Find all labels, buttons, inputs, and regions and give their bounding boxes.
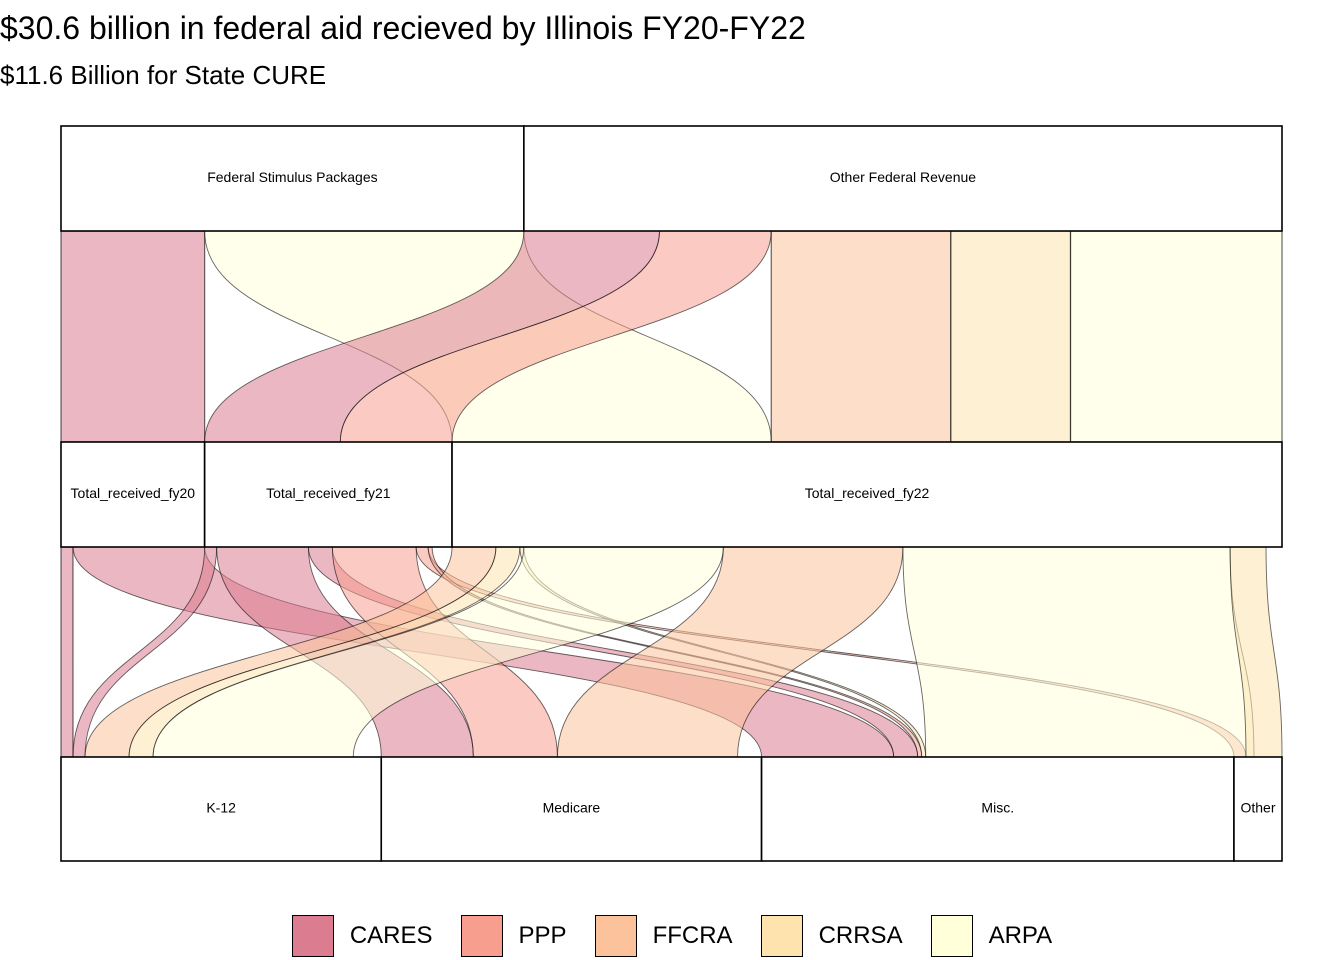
upper-flow-other_rev-fy22-arpa — [1069, 230, 1283, 443]
nodes-layer: Federal Stimulus Packages Other Federal R… — [60, 125, 1283, 862]
node-label-misc: Misc. — [981, 800, 1014, 816]
lower-flow-fy22-misc-arpa — [902, 546, 1255, 758]
legend-swatch-crrsa — [760, 915, 803, 957]
node-k12 — [60, 756, 383, 862]
node-label-k12: K-12 — [206, 800, 236, 816]
legend-item-arpa: ARPA — [930, 915, 1053, 957]
upper-flow-other_rev-fy22-ffcra — [770, 230, 952, 443]
legend-item-ppp: PPP — [460, 915, 567, 957]
legend-swatch-cares — [291, 915, 334, 957]
node-misc — [760, 756, 1235, 862]
node-label-fy22: Total_received_fy22 — [805, 485, 930, 501]
node-label-other_rev: Other Federal Revenue — [830, 169, 977, 185]
node-medicare — [380, 756, 763, 862]
flows-layer — [60, 230, 1283, 758]
chart-subtitle: $11.6 Billion for State CURE — [0, 60, 327, 90]
upper-flow-stim-fy20-cares — [60, 230, 206, 443]
lower-flow-fy20-k12-cares — [60, 546, 74, 758]
legend-label-cares: CARES — [349, 922, 433, 949]
node-stim — [60, 125, 525, 232]
node-fy22 — [451, 441, 1283, 548]
legend-swatch-ppp — [460, 915, 503, 957]
legend-swatch-ffcra — [594, 915, 637, 957]
legend-item-crrsa: CRRSA — [760, 915, 903, 957]
node-other_rev — [523, 125, 1283, 232]
alluvial-plot: Federal Stimulus Packages Other Federal R… — [60, 125, 1283, 862]
legend-item-ffcra: FFCRA — [594, 915, 733, 957]
legend: CARES PPP FFCRA CRRSA ARPA — [0, 912, 1344, 960]
node-other — [1233, 756, 1283, 862]
node-label-fy20: Total_received_fy20 — [71, 485, 196, 501]
legend-swatch-arpa — [930, 915, 973, 957]
node-label-stim: Federal Stimulus Packages — [207, 169, 377, 185]
node-label-fy21: Total_received_fy21 — [266, 485, 391, 501]
legend-label-ffcra: FFCRA — [652, 922, 733, 949]
legend-label-arpa: ARPA — [988, 922, 1053, 949]
chart-title: $30.6 billion in federal aid recieved by… — [0, 10, 806, 46]
node-label-medicare: Medicare — [543, 800, 601, 816]
upper-flow-other_rev-fy22-crrsa — [950, 230, 1072, 443]
legend-label-ppp: PPP — [518, 922, 567, 949]
legend-item-cares: CARES — [291, 915, 433, 957]
node-label-other: Other — [1240, 800, 1275, 816]
legend-label-crrsa: CRRSA — [818, 922, 903, 949]
